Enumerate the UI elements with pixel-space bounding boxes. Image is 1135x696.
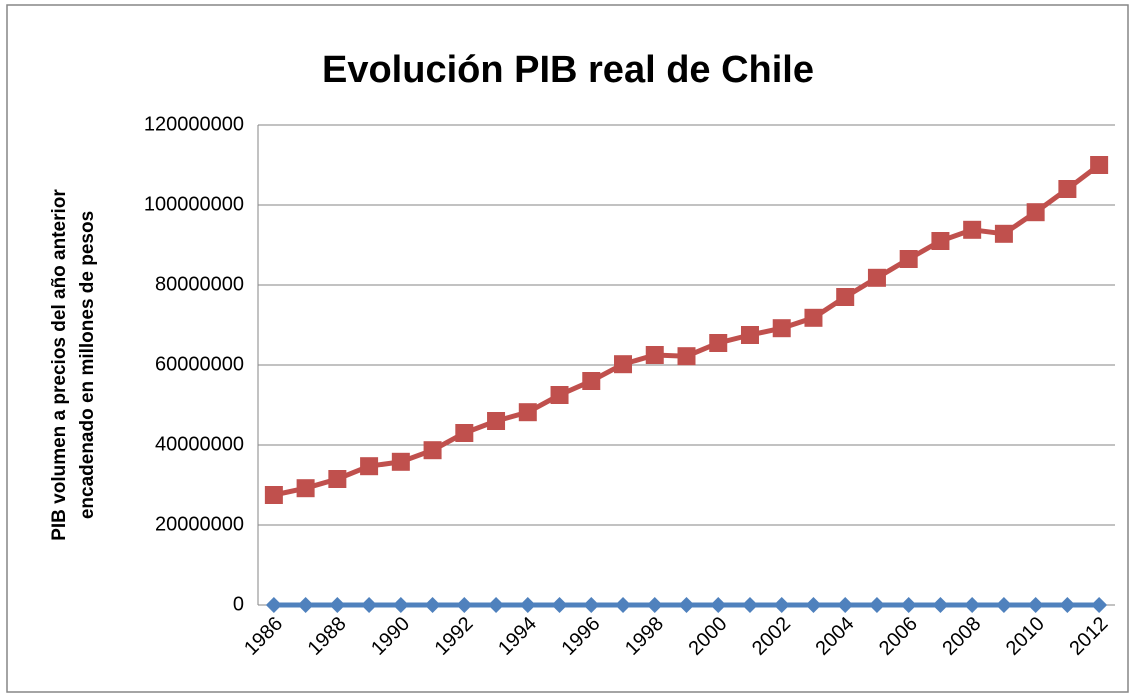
point-marker xyxy=(615,597,632,613)
point-marker xyxy=(995,597,1012,613)
y-tick-label: 60000000 xyxy=(155,353,244,375)
point-marker xyxy=(964,597,981,613)
point-marker xyxy=(360,457,379,476)
point-marker xyxy=(646,597,663,613)
point-marker xyxy=(264,486,283,504)
point-marker xyxy=(328,470,347,488)
point-marker xyxy=(519,597,536,613)
point-marker xyxy=(550,386,569,404)
point-marker xyxy=(392,597,409,613)
y-tick-label: 120000000 xyxy=(144,113,244,135)
point-marker xyxy=(805,597,822,613)
y-axis-label: PIB volumen a precios del año anterior xyxy=(49,189,70,541)
point-marker xyxy=(487,412,506,430)
y-tick-label: 0 xyxy=(233,593,244,615)
point-marker xyxy=(773,597,790,613)
point-marker xyxy=(899,250,918,268)
point-marker xyxy=(1027,597,1044,613)
point-marker xyxy=(678,597,695,613)
point-marker xyxy=(645,346,664,364)
point-marker xyxy=(740,326,759,344)
point-marker xyxy=(1059,597,1076,613)
point-marker xyxy=(582,372,601,390)
point-marker xyxy=(583,597,600,613)
point-marker xyxy=(931,232,950,250)
y-tick-label: 40000000 xyxy=(155,433,244,455)
point-marker xyxy=(551,597,568,613)
point-marker xyxy=(710,597,727,613)
point-marker xyxy=(518,403,537,422)
point-marker xyxy=(1058,180,1077,198)
point-marker xyxy=(424,597,441,613)
point-marker xyxy=(900,597,917,613)
point-marker xyxy=(614,355,633,374)
point-marker xyxy=(423,441,442,460)
point-marker xyxy=(963,220,982,239)
point-marker xyxy=(361,597,378,613)
point-marker xyxy=(868,597,885,613)
y-tick-label: 20000000 xyxy=(155,513,244,535)
point-marker xyxy=(455,424,474,442)
y-axis-label: encadenado en millones de pesos xyxy=(77,211,98,519)
point-marker xyxy=(932,597,949,613)
point-marker xyxy=(772,319,791,338)
y-tick-label: 100000000 xyxy=(144,193,244,215)
point-marker xyxy=(709,334,728,352)
point-marker xyxy=(488,597,505,613)
point-marker xyxy=(265,597,282,613)
point-marker xyxy=(1026,203,1045,222)
point-marker xyxy=(677,347,696,366)
point-marker xyxy=(867,268,886,287)
point-marker xyxy=(804,308,823,327)
point-marker xyxy=(994,224,1013,243)
point-marker xyxy=(1091,597,1108,613)
point-marker xyxy=(837,597,854,613)
point-marker xyxy=(741,597,758,613)
point-marker xyxy=(1090,156,1109,174)
chart-title: Evolución PIB real de Chile xyxy=(322,49,814,91)
y-tick-label: 80000000 xyxy=(155,273,244,295)
point-marker xyxy=(296,479,315,498)
point-marker xyxy=(391,452,410,471)
chart-border xyxy=(6,4,1129,693)
point-marker xyxy=(836,288,855,306)
point-marker xyxy=(329,597,346,613)
point-marker xyxy=(297,597,314,613)
point-marker xyxy=(456,597,473,613)
